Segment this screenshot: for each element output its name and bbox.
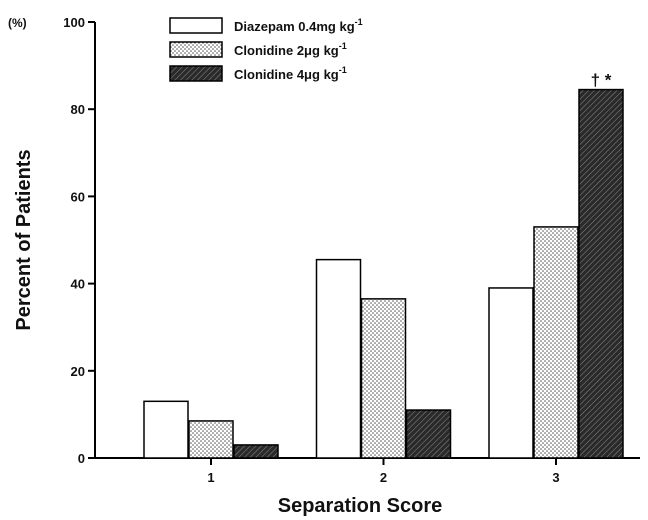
legend-swatch-dotted bbox=[169, 41, 223, 58]
x-tick-label: 2 bbox=[380, 470, 387, 485]
y-axis-title: Percent of Patients bbox=[13, 149, 35, 330]
y-ticks: 0 20 40 60 80 100 bbox=[63, 15, 95, 466]
bar-dark-hatched-score-3 bbox=[578, 88, 624, 459]
legend-label: Diazepam 0.4mg kg-1 bbox=[234, 17, 363, 34]
x-tick-label: 3 bbox=[552, 470, 559, 485]
bar-white-score-1 bbox=[143, 400, 189, 459]
bar-white-score-2 bbox=[315, 258, 362, 459]
legend-swatch-white bbox=[169, 17, 223, 34]
legend-label: Clonidine 2μg kg-1 bbox=[234, 41, 347, 58]
bar-dotted-score-2 bbox=[360, 298, 407, 459]
bar-dark-hatched-score-2 bbox=[405, 409, 452, 459]
bar-white-score-3 bbox=[488, 287, 534, 459]
y-tick-label: 80 bbox=[71, 102, 85, 117]
bars bbox=[143, 88, 624, 459]
y-tick-label: 60 bbox=[71, 189, 85, 204]
legend: Diazepam 0.4mg kg-1 Clonidine 2μg kg-1 Clo… bbox=[169, 17, 363, 82]
y-unit-label: (%) bbox=[8, 16, 27, 30]
y-tick-label: 100 bbox=[63, 15, 85, 30]
legend-swatch-dark-hatched bbox=[169, 65, 223, 82]
x-tick-label: 1 bbox=[207, 470, 214, 485]
bar-dotted-score-1 bbox=[188, 420, 234, 459]
annotations: † * bbox=[591, 71, 612, 90]
x-axis-title: Separation Score bbox=[278, 495, 443, 517]
significance-annotation: † * bbox=[591, 71, 612, 90]
y-tick-label: 40 bbox=[71, 277, 85, 292]
y-tick-label: 0 bbox=[78, 451, 85, 466]
y-tick-label: 20 bbox=[71, 364, 85, 379]
bar-dotted-score-3 bbox=[533, 226, 579, 459]
legend-label: Clonidine 4μg kg-1 bbox=[234, 65, 347, 82]
bar-dark-hatched-score-1 bbox=[233, 444, 279, 459]
x-ticks: 1 2 3 bbox=[207, 458, 560, 485]
